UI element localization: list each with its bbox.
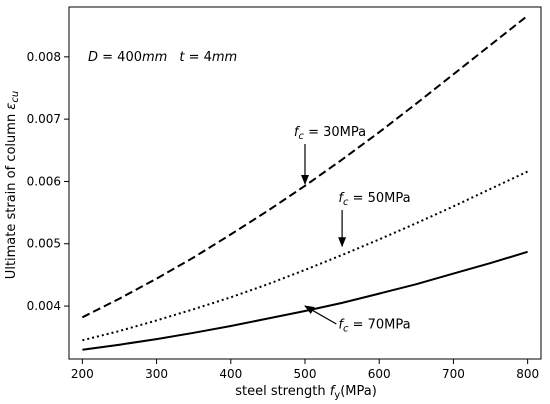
y-tick-label: 0.008 xyxy=(27,50,61,64)
annotation-label: fc = 70MPa xyxy=(338,317,410,334)
param-d-symbol: D xyxy=(88,50,98,65)
x-axis-label: steel strength fy(MPa) xyxy=(235,384,377,401)
y-axis-label: Ultimate strain of column εcu xyxy=(4,91,21,279)
annotation-symbol: f xyxy=(294,125,301,140)
series-line-fc-30 xyxy=(81,14,529,319)
y-tick-label: 0.005 xyxy=(27,237,61,251)
y-axis-label-symbol: ε xyxy=(4,103,19,110)
param-d-value: = 400 xyxy=(98,50,142,65)
annotation-subscript: c xyxy=(343,197,349,208)
param-t-symbol: t xyxy=(179,50,185,65)
param-t-unit: mm xyxy=(212,50,237,65)
x-tick-label: 500 xyxy=(294,367,317,381)
x-axis-label-subscript: y xyxy=(334,390,340,401)
y-axis-label-main: Ultimate strain of column xyxy=(4,110,19,280)
parameter-annotation: D = 400mm t = 4mm xyxy=(88,50,237,65)
x-tick-label: 200 xyxy=(71,367,94,381)
annotation-arrow xyxy=(304,305,337,325)
param-d-unit: mm xyxy=(142,50,167,65)
x-axis-label-main: steel strength xyxy=(235,384,330,399)
x-axis-label-symbol: f xyxy=(330,384,337,399)
series-line-fc-70 xyxy=(82,250,528,351)
annotation-label: fc = 30MPa xyxy=(294,125,366,142)
y-tick-label: 0.004 xyxy=(27,299,61,313)
series-line-fc-50 xyxy=(82,170,529,342)
annotation-symbol: f xyxy=(338,191,345,206)
x-tick-label: 700 xyxy=(442,367,465,381)
annotation-label: fc = 50MPa xyxy=(338,191,410,208)
y-tick-label: 0.007 xyxy=(27,112,61,126)
annotation-value: = 30MPa xyxy=(304,125,366,140)
x-axis: 200 300 400 500 600 700 800 xyxy=(71,359,539,381)
annotation-symbol: f xyxy=(338,317,345,332)
annotation-value: = 70MPa xyxy=(348,317,410,332)
x-tick-label: 600 xyxy=(368,367,391,381)
annotation-value: = 50MPa xyxy=(348,191,410,206)
y-tick-label: 0.006 xyxy=(27,174,61,188)
x-tick-label: 400 xyxy=(219,367,242,381)
x-tick-label: 300 xyxy=(145,367,168,381)
param-t-value: = 4 xyxy=(184,50,211,65)
y-axis: 0.004 0.005 0.006 0.007 0.008 xyxy=(27,50,69,313)
y-axis-label-subscript: cu xyxy=(10,91,21,103)
annotation-subscript: c xyxy=(298,131,304,142)
x-axis-label-unit: (MPa) xyxy=(340,384,377,399)
x-tick-label: 800 xyxy=(516,367,539,381)
annotation-subscript: c xyxy=(343,323,349,334)
